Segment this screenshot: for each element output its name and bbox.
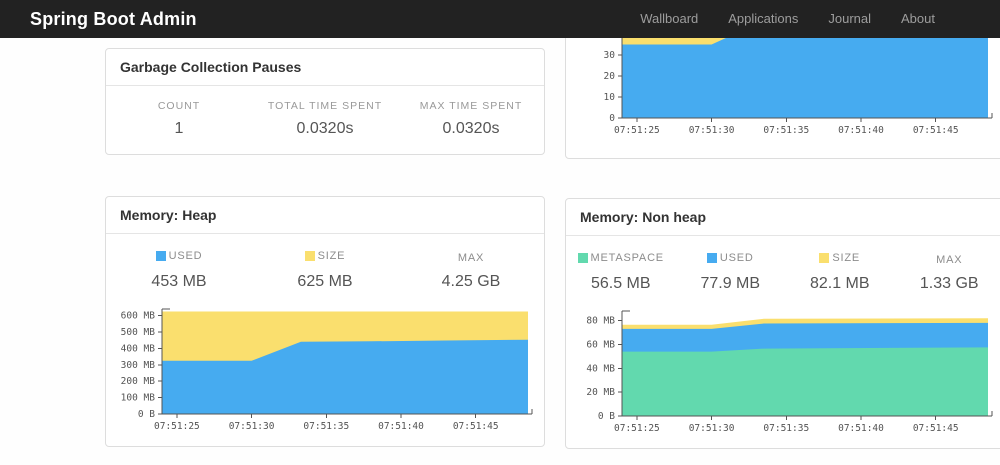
navbar: Spring Boot Admin Wallboard Applications… bbox=[0, 0, 1000, 38]
heap-max-value: 4.25 GB bbox=[441, 273, 501, 290]
heap-legend-size: SIZE 625 MB bbox=[252, 248, 398, 291]
svg-text:0: 0 bbox=[609, 113, 615, 124]
gc-stat-total-time-label: TOTAL TIME SPENT bbox=[267, 100, 383, 112]
svg-text:07:51:35: 07:51:35 bbox=[763, 125, 809, 136]
svg-text:60 MB: 60 MB bbox=[586, 339, 615, 350]
memory-heap-legend: USED 453 MB SIZE 625 MB MAX 4.25 GB bbox=[106, 234, 544, 301]
heap-max-label: MAX bbox=[457, 252, 485, 264]
memory-nonheap-title: Memory: Non heap bbox=[566, 199, 1000, 236]
gc-stat-max-time-label: MAX TIME SPENT bbox=[419, 100, 523, 112]
svg-text:07:51:30: 07:51:30 bbox=[229, 421, 275, 432]
nonheap-used-value: 77.9 MB bbox=[700, 275, 761, 292]
memory-heap-title: Memory: Heap bbox=[106, 197, 544, 234]
svg-text:07:51:30: 07:51:30 bbox=[689, 423, 735, 434]
svg-text:200 MB: 200 MB bbox=[121, 376, 156, 387]
size-swatch-icon bbox=[819, 253, 830, 263]
svg-text:400 MB: 400 MB bbox=[121, 343, 156, 354]
nonheap-legend-size: SIZE 82.1 MB bbox=[785, 250, 895, 293]
nonheap-legend-used: USED 77.9 MB bbox=[676, 250, 786, 293]
navbar-menu: Wallboard Applications Journal About bbox=[625, 0, 950, 38]
memory-nonheap-card: Memory: Non heap METASPACE 56.5 MB USED … bbox=[565, 198, 1000, 449]
used-swatch-icon bbox=[155, 251, 166, 261]
svg-text:07:51:45: 07:51:45 bbox=[453, 421, 499, 432]
gc-stats-row: COUNT 1 TOTAL TIME SPENT 0.0320s MAX TIM… bbox=[106, 86, 544, 154]
heap-used-label: USED bbox=[168, 250, 203, 262]
dashboard-content: Garbage Collection Pauses COUNT 1 TOTAL … bbox=[105, 0, 1000, 449]
left-column: Garbage Collection Pauses COUNT 1 TOTAL … bbox=[105, 48, 545, 449]
heap-legend-max: MAX 4.25 GB bbox=[398, 248, 544, 291]
svg-text:20: 20 bbox=[604, 71, 616, 82]
svg-text:600 MB: 600 MB bbox=[121, 311, 156, 322]
gc-stat-max-time: MAX TIME SPENT 0.0320s bbox=[398, 100, 544, 138]
nonheap-legend-metaspace: METASPACE 56.5 MB bbox=[566, 250, 676, 293]
gc-stat-count-value: 1 bbox=[174, 120, 184, 137]
svg-text:100 MB: 100 MB bbox=[121, 393, 156, 404]
svg-text:07:51:40: 07:51:40 bbox=[838, 423, 884, 434]
memory-heap-card: Memory: Heap USED 453 MB SIZE 625 MB MAX… bbox=[105, 196, 545, 447]
svg-text:07:51:30: 07:51:30 bbox=[689, 125, 735, 136]
svg-text:07:51:25: 07:51:25 bbox=[154, 421, 200, 432]
gc-pauses-title: Garbage Collection Pauses bbox=[106, 49, 544, 86]
svg-text:30: 30 bbox=[604, 50, 616, 61]
used-swatch-icon bbox=[706, 253, 717, 263]
nav-item-wallboard[interactable]: Wallboard bbox=[640, 11, 699, 26]
heap-used-value: 453 MB bbox=[151, 273, 207, 290]
app-brand: Spring Boot Admin bbox=[30, 8, 197, 29]
nonheap-size-value: 82.1 MB bbox=[809, 275, 870, 292]
nonheap-max-value: 1.33 GB bbox=[919, 275, 979, 292]
gc-stat-total-time: TOTAL TIME SPENT 0.0320s bbox=[252, 100, 398, 138]
nonheap-legend-max: MAX 1.33 GB bbox=[895, 250, 1000, 293]
nonheap-used-label: USED bbox=[719, 252, 754, 264]
svg-text:07:51:25: 07:51:25 bbox=[614, 423, 660, 434]
svg-text:07:51:45: 07:51:45 bbox=[913, 423, 959, 434]
svg-text:07:51:45: 07:51:45 bbox=[913, 125, 959, 136]
svg-text:07:51:40: 07:51:40 bbox=[838, 125, 884, 136]
nav-item-applications[interactable]: Applications bbox=[728, 11, 799, 26]
nonheap-metaspace-label: METASPACE bbox=[590, 252, 664, 264]
memory-nonheap-area-chart: 0 B 20 MB 40 MB 60 MB 80 MB 07:51:25 07:51:30 0… bbox=[586, 310, 993, 434]
svg-text:80 MB: 80 MB bbox=[586, 316, 615, 327]
right-column: 0 10 20 30 07:51:25 07:51:30 07:51:35 07:51:40 0… bbox=[565, 0, 1000, 449]
heap-legend-used: USED 453 MB bbox=[106, 248, 252, 291]
svg-text:40 MB: 40 MB bbox=[586, 363, 615, 374]
nonheap-max-label: MAX bbox=[936, 254, 963, 266]
svg-text:07:51:35: 07:51:35 bbox=[303, 421, 349, 432]
gc-stat-max-time-value: 0.0320s bbox=[442, 120, 500, 137]
gc-stat-count-label: COUNT bbox=[157, 100, 201, 112]
nav-item-journal[interactable]: Journal bbox=[828, 11, 872, 26]
gc-pauses-card: Garbage Collection Pauses COUNT 1 TOTAL … bbox=[105, 48, 545, 155]
svg-text:300 MB: 300 MB bbox=[121, 360, 156, 371]
svg-text:07:51:35: 07:51:35 bbox=[763, 423, 809, 434]
nonheap-size-label: SIZE bbox=[832, 252, 861, 264]
cropped-area-chart: 0 10 20 30 07:51:25 07:51:30 07:51:35 07:51:40 0… bbox=[604, 12, 993, 136]
svg-text:500 MB: 500 MB bbox=[121, 327, 156, 338]
gc-stat-total-time-value: 0.0320s bbox=[296, 120, 354, 137]
memory-nonheap-legend: METASPACE 56.5 MB USED 77.9 MB SIZE 82.1… bbox=[566, 236, 1000, 303]
memory-heap-area-chart: 0 B 100 MB 200 MB 300 MB 400 MB 500 MB 600 MB 0… bbox=[121, 308, 533, 432]
svg-text:07:51:25: 07:51:25 bbox=[614, 125, 660, 136]
svg-text:0 B: 0 B bbox=[138, 409, 155, 420]
gc-stat-count: COUNT 1 bbox=[106, 100, 252, 138]
size-swatch-icon bbox=[304, 251, 315, 261]
nav-item-about[interactable]: About bbox=[901, 11, 935, 26]
nonheap-metaspace-value: 56.5 MB bbox=[590, 275, 651, 292]
heap-size-label: SIZE bbox=[317, 250, 346, 262]
svg-text:0 B: 0 B bbox=[598, 411, 615, 422]
svg-text:10: 10 bbox=[604, 92, 616, 103]
metaspace-swatch-icon bbox=[577, 253, 588, 263]
svg-text:07:51:40: 07:51:40 bbox=[378, 421, 424, 432]
heap-size-value: 625 MB bbox=[297, 273, 353, 290]
svg-text:20 MB: 20 MB bbox=[586, 387, 615, 398]
